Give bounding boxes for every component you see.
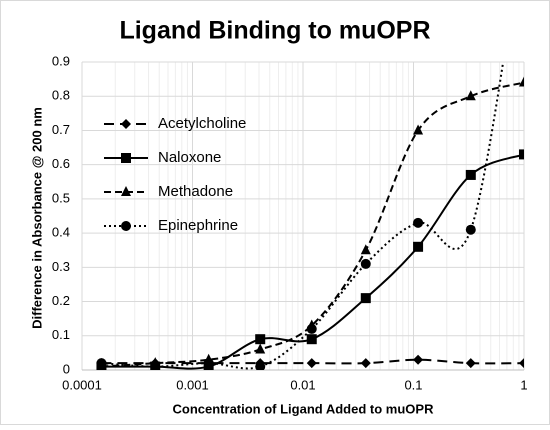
legend-label: Acetylcholine	[158, 115, 246, 132]
y-tick-label: 0.8	[52, 88, 70, 103]
marker	[465, 169, 476, 180]
marker	[306, 334, 317, 345]
y-axis-title: Difference in Absorbance @ 200 nm	[29, 107, 44, 329]
marker	[360, 358, 371, 369]
y-tick-label: 0.7	[52, 122, 70, 137]
marker	[413, 217, 424, 228]
marker	[519, 76, 524, 87]
y-tick-label: 0.4	[52, 225, 70, 240]
y-tick-label: 0.1	[52, 327, 70, 342]
marker	[121, 119, 131, 129]
series-line	[101, 153, 524, 370]
marker	[465, 358, 476, 369]
marker	[413, 354, 424, 365]
marker	[360, 258, 371, 269]
marker	[255, 361, 266, 370]
legend-label: Epinephrine	[158, 217, 238, 234]
marker	[121, 186, 131, 196]
series-line	[101, 81, 524, 368]
x-tick-label: 0.0001	[62, 377, 102, 392]
marker	[465, 224, 476, 235]
marker	[121, 221, 131, 231]
marker	[255, 334, 266, 345]
marker	[413, 124, 424, 135]
y-tick-label: 0.6	[52, 156, 70, 171]
marker	[306, 323, 317, 334]
marker	[203, 358, 214, 369]
legend-label: Methadone	[158, 183, 233, 200]
marker	[360, 244, 371, 255]
y-tick-label: 0.9	[52, 53, 70, 68]
x-tick-label: 0.1	[404, 377, 422, 392]
marker	[255, 343, 266, 354]
marker	[360, 293, 371, 304]
marker	[465, 90, 476, 101]
x-tick-label: 0.01	[290, 377, 315, 392]
marker	[519, 358, 524, 369]
x-axis-title: Concentration of Ligand Added to muOPR	[173, 401, 435, 416]
x-tick-label: 1	[520, 377, 527, 392]
marker	[121, 153, 131, 163]
legend-label: Naloxone	[158, 149, 221, 166]
chart-title: Ligand Binding to muOPR	[119, 17, 430, 45]
y-tick-label: 0.2	[52, 293, 70, 308]
marker	[150, 361, 161, 370]
y-tick-label: 0.5	[52, 190, 70, 205]
marker	[413, 241, 424, 252]
marker	[306, 358, 317, 369]
marker	[519, 149, 524, 160]
series-line	[101, 62, 505, 370]
y-tick-label: 0.3	[52, 259, 70, 274]
x-tick-label: 0.001	[176, 377, 209, 392]
marker	[96, 358, 107, 369]
y-tick-label: 0	[63, 361, 70, 376]
